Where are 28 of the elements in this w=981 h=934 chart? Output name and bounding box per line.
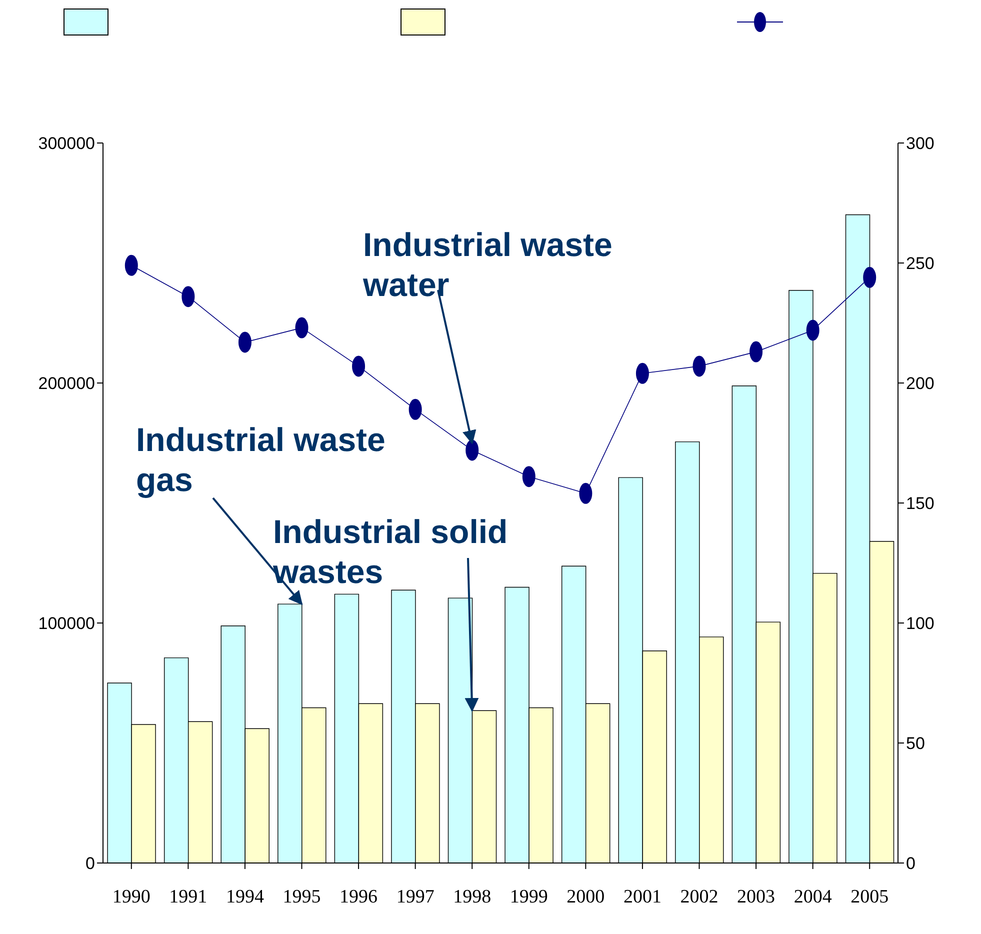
x-tick-label: 1997 xyxy=(396,886,434,908)
x-tick-label: 1995 xyxy=(282,886,321,908)
x-tick-label: 1996 xyxy=(340,886,378,908)
y2-tick-label: 200 xyxy=(906,374,934,394)
x-tick-label: 2004 xyxy=(794,886,832,908)
x-tick-label: 1990 xyxy=(112,886,150,908)
annotation: Industrial waste gas xyxy=(136,421,386,498)
x-tick-label: 2002 xyxy=(680,886,718,908)
x-tick-label: 2005 xyxy=(850,886,889,908)
x-tick-label: 1999 xyxy=(510,886,548,908)
x-tick-label: 2000 xyxy=(566,886,605,908)
y-tick-label: 100000 xyxy=(38,614,95,634)
y-tick-label: 300000 xyxy=(38,134,95,154)
annotation: Industrial solid wastes xyxy=(272,513,508,590)
x-tick-label: 1991 xyxy=(169,886,208,908)
y2-tick-label: 50 xyxy=(906,734,925,754)
x-tick-label: 2001 xyxy=(623,886,662,908)
x-tick-label: 1994 xyxy=(226,886,264,908)
y2-tick-label: 300 xyxy=(906,134,934,154)
y2-tick-label: 100 xyxy=(906,614,934,634)
y-tick-label: 0 xyxy=(86,854,95,874)
y2-tick-label: 150 xyxy=(906,494,934,514)
y2-tick-label: 250 xyxy=(906,254,934,274)
y2-tick-label: 0 xyxy=(906,854,916,874)
x-tick-label: 1998 xyxy=(453,886,492,908)
x-tick-label: 2003 xyxy=(737,886,776,908)
annotation: Industrial waste water xyxy=(362,226,612,303)
y-tick-label: 200000 xyxy=(38,374,95,394)
